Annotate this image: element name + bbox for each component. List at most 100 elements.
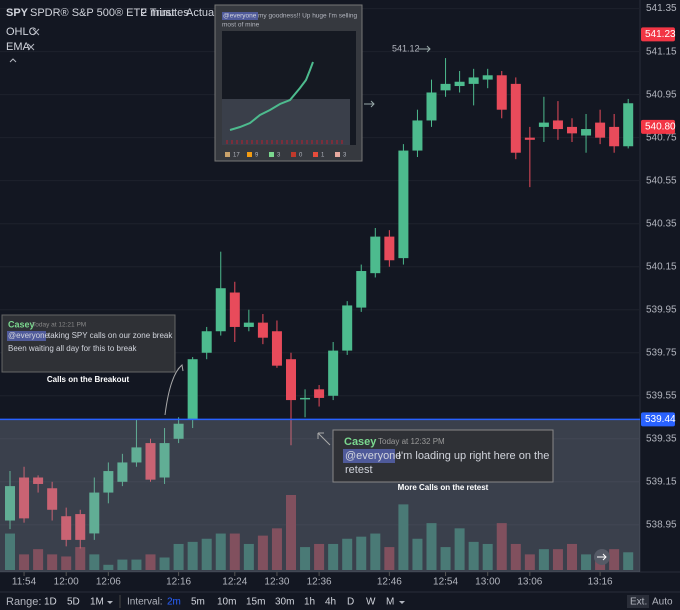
message-text: I'm loading up right here on the: [398, 450, 549, 462]
inset-overlay: [222, 99, 350, 145]
candle-body: [229, 292, 240, 327]
interval-button[interactable]: M: [386, 597, 394, 608]
interval-button[interactable]: 15m: [246, 597, 265, 608]
volume-bar: [89, 554, 100, 570]
interval-button[interactable]: 1h: [304, 597, 315, 608]
indicator[interactable]: EMA: [6, 41, 31, 53]
inset-text: most of mine: [222, 22, 260, 29]
ext-bg: [627, 595, 649, 608]
range-button[interactable]: 1M: [90, 597, 104, 608]
price-tag: [641, 119, 675, 134]
candle-body: [398, 150, 409, 259]
volume-bar: [61, 556, 72, 570]
candle-body: [173, 423, 184, 439]
x-tick-label: 12:16: [166, 577, 191, 588]
x-tick-label: 13:06: [517, 577, 542, 588]
interval-button[interactable]: W: [366, 597, 376, 608]
y-tick-label: 540.35: [646, 218, 677, 229]
candle-body: [440, 83, 451, 91]
reaction-count: 3: [277, 153, 281, 159]
interval-button[interactable]: 4h: [325, 597, 336, 608]
candle-body: [595, 122, 606, 138]
volume-bar: [145, 554, 156, 570]
interval-button[interactable]: 10m: [217, 597, 236, 608]
candle-body: [342, 305, 353, 351]
interval: 2 minutes: [141, 7, 189, 19]
volume-bar: [286, 495, 296, 570]
candle-body: [131, 447, 142, 463]
arrow: [317, 432, 331, 446]
candle-body: [426, 92, 437, 121]
volume-bar: [552, 549, 563, 570]
volume-bar: [524, 554, 535, 570]
range-button[interactable]: 1D: [44, 597, 57, 608]
volume-bar: [609, 549, 620, 570]
candle-body: [145, 443, 156, 480]
inset-text: my goodness!! Up huge I'm selling: [258, 13, 358, 20]
volume-bar: [75, 547, 86, 570]
mention: @everyone: [8, 331, 50, 340]
volume-bar: [215, 533, 226, 570]
volume-bar: [440, 547, 451, 570]
message: [1, 314, 176, 373]
indicator[interactable]: OHLC: [6, 26, 37, 38]
volume-bar: [159, 557, 170, 570]
volume-bar: [187, 541, 198, 570]
inset-level: 541.12: [392, 43, 420, 53]
range-button[interactable]: 5D: [67, 597, 80, 608]
volume-bar: [581, 554, 592, 570]
reaction-count: 9: [255, 153, 259, 159]
candle-body: [33, 477, 44, 484]
message-text: retest: [345, 464, 373, 476]
candle-body: [510, 83, 521, 153]
hide-icon[interactable]: [27, 28, 40, 51]
volume-bar: [426, 523, 437, 570]
interval-button[interactable]: 2m: [167, 597, 181, 608]
candle-body: [370, 236, 381, 274]
symbol-name: SPDR® S&P 500® ETF Trust: [30, 7, 174, 19]
volume-bar: [384, 547, 395, 570]
arrow: [164, 363, 184, 416]
message-text: Been waiting all day for this to break: [8, 344, 138, 353]
interval-button[interactable]: D: [347, 597, 354, 608]
y-tick-label: 539.95: [646, 304, 677, 315]
candle-body: [61, 516, 72, 540]
price-tag: [641, 27, 675, 42]
y-tick-label: 539.55: [646, 390, 677, 401]
volume-bar: [482, 543, 493, 570]
volume-bar: [47, 554, 58, 570]
volume-bar: [496, 523, 507, 570]
candle-body: [384, 236, 395, 261]
candle-body: [314, 389, 325, 398]
candle-body: [103, 471, 114, 493]
y-tick-label: 539.35: [646, 433, 677, 444]
range-label: Range:: [6, 596, 41, 608]
candle-body: [243, 322, 254, 327]
price-tag-label: 539.44: [645, 414, 676, 425]
interval-label: Interval:: [127, 597, 163, 608]
candle-body: [496, 75, 507, 110]
reaction-icon: [247, 152, 252, 157]
candle-body: [300, 397, 311, 400]
y-tick-label: 540.15: [646, 261, 677, 272]
mention-bg: [222, 12, 258, 20]
candle-body: [328, 350, 339, 396]
reaction-icon: [269, 152, 274, 157]
x-tick-label: 13:00: [475, 577, 500, 588]
mode: Actual: [186, 7, 217, 19]
volume-bar: [538, 549, 549, 570]
candle-body: [89, 492, 100, 534]
candle-body: [201, 331, 212, 353]
collapse-icon[interactable]: [9, 58, 17, 63]
candle-body: [552, 120, 563, 130]
volume-bar: [398, 504, 409, 570]
ext[interactable]: Ext.: [630, 597, 647, 608]
interval-button[interactable]: 30m: [275, 597, 294, 608]
auto[interactable]: Auto: [652, 597, 673, 608]
candle-body: [47, 488, 58, 510]
time: Today at 12:21 PM: [32, 322, 86, 329]
reaction-count: 3: [343, 153, 347, 159]
interval-button[interactable]: 5m: [191, 597, 205, 608]
volume-bar: [19, 554, 30, 570]
volume-bar: [271, 528, 282, 570]
